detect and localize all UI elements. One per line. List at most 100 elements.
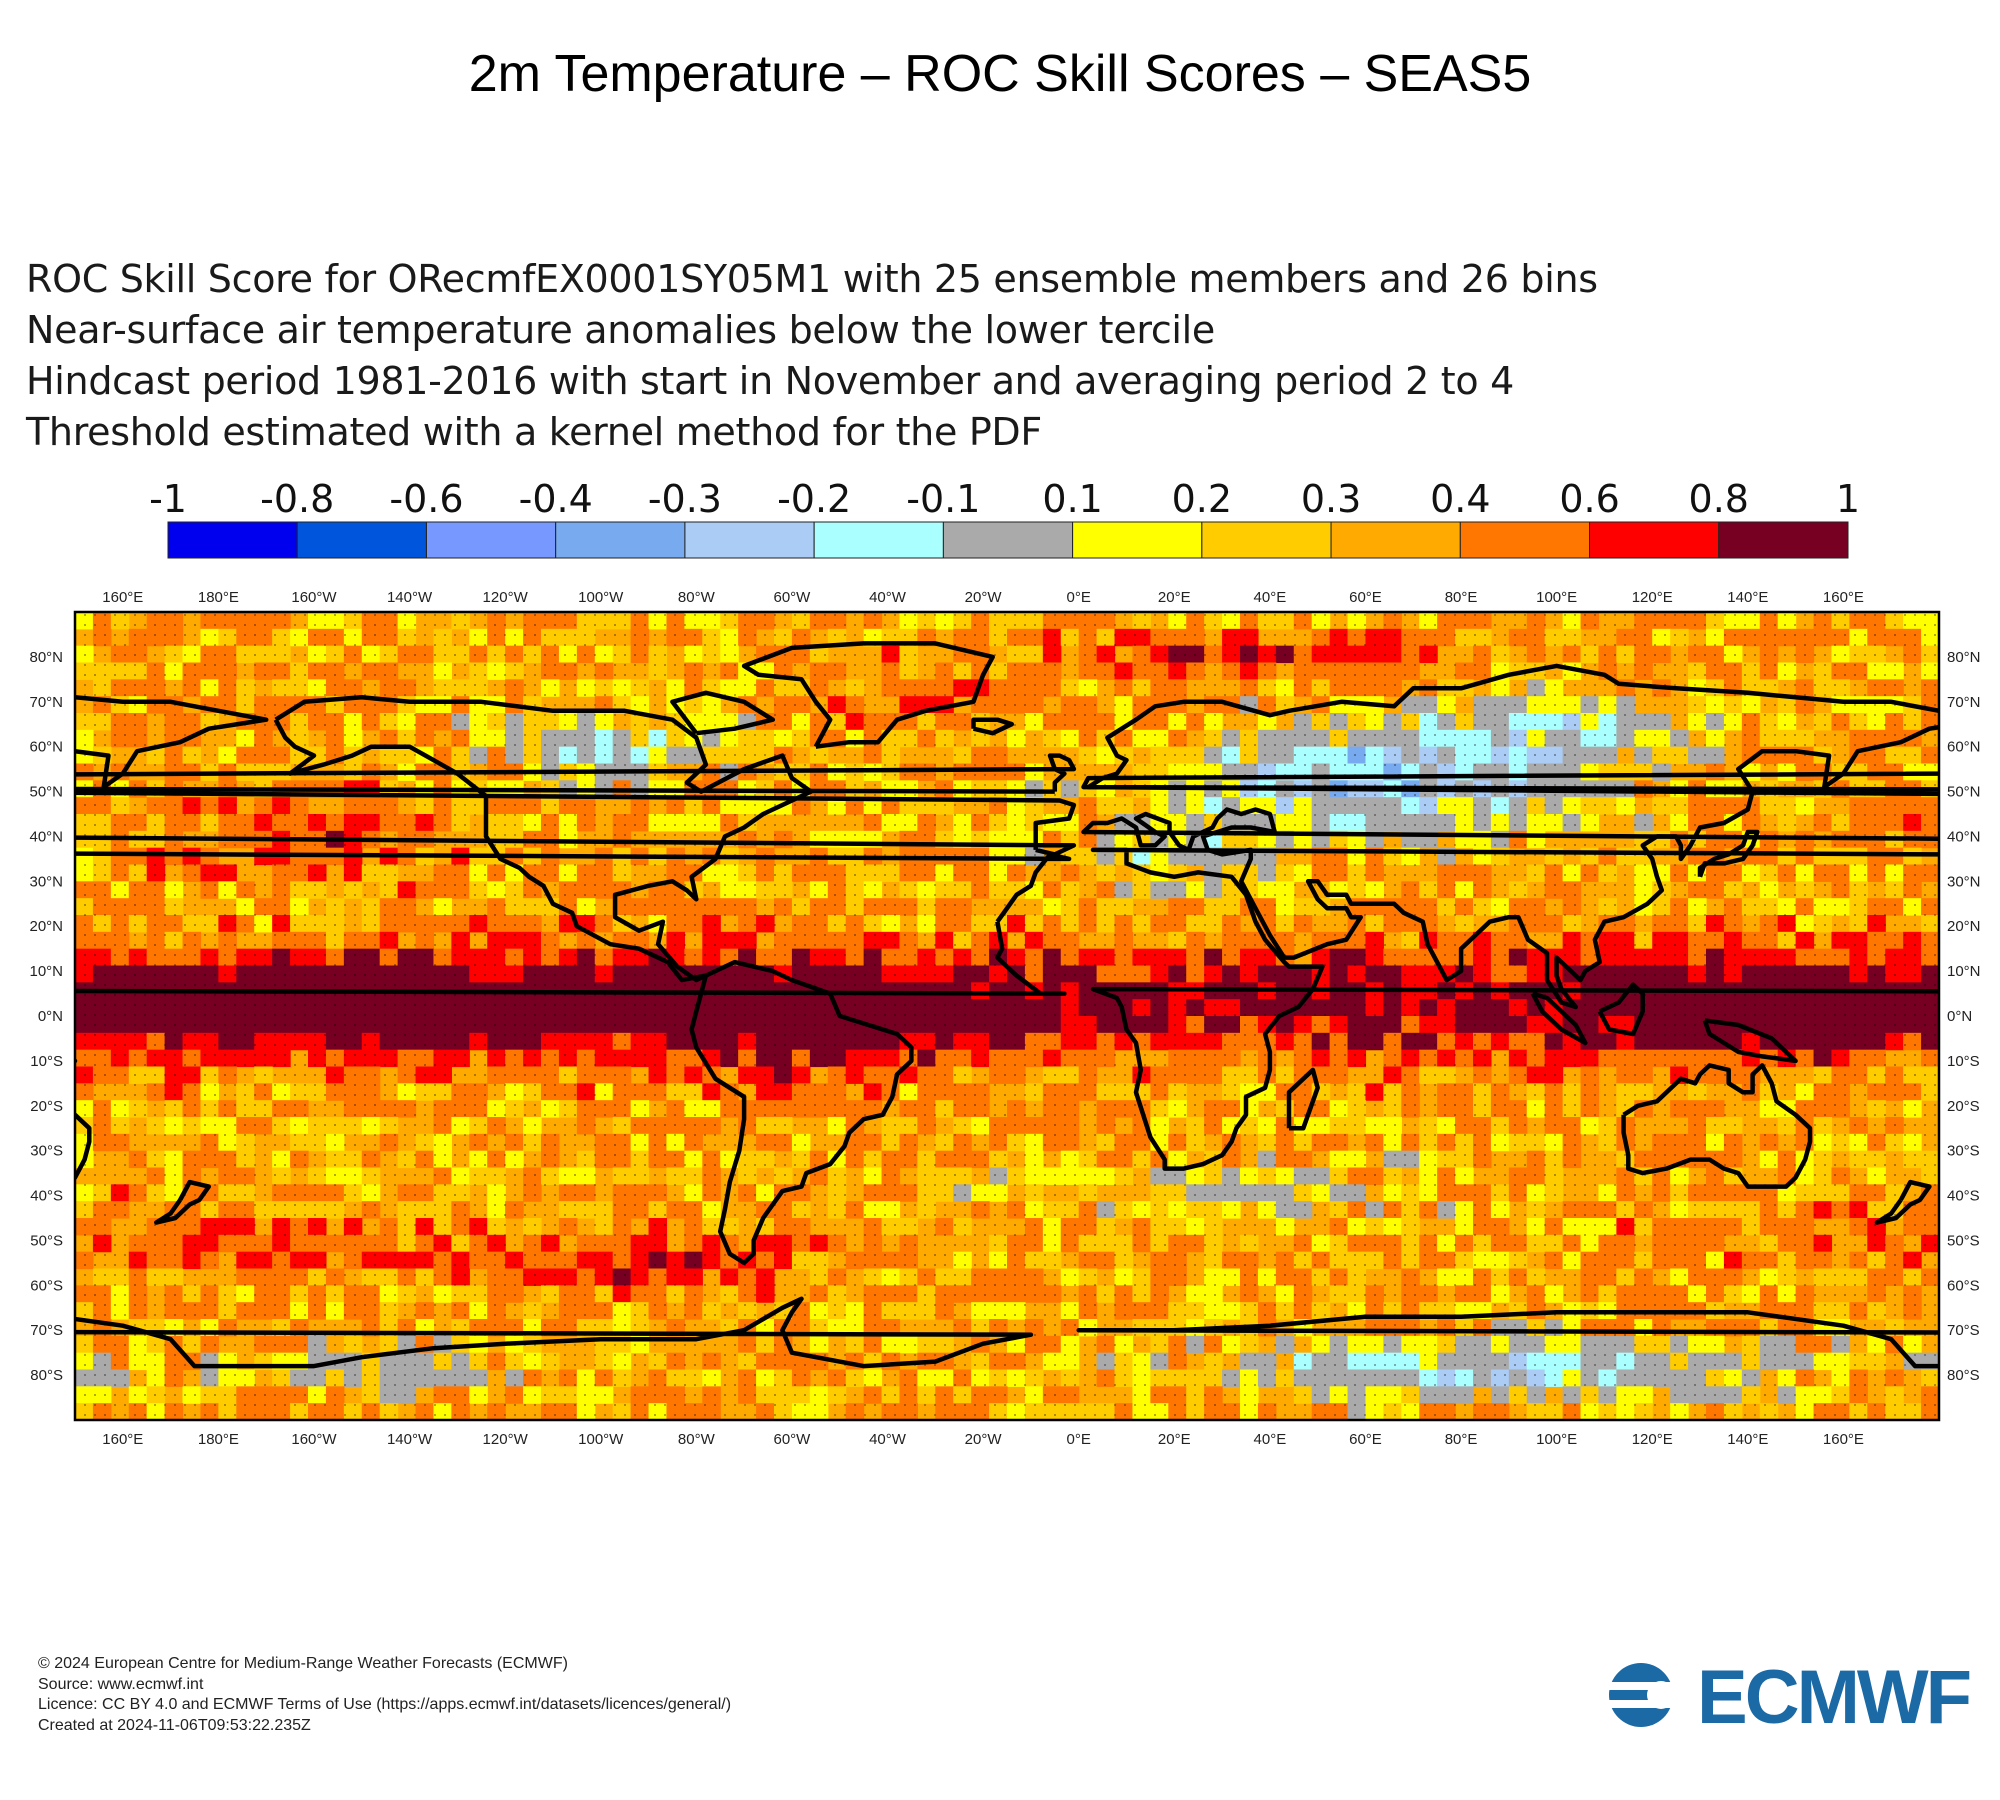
legend-tick-label: 0.4 [1430, 477, 1490, 521]
lat-label-left: 30°S [30, 1143, 63, 1160]
legend-swatch [167, 521, 298, 559]
lat-label-left: 70°N [29, 694, 63, 711]
lon-label-top: 40°W [869, 589, 907, 606]
lat-label-right: 20°S [1947, 1098, 1980, 1115]
legend-swatch [1718, 521, 1849, 559]
lat-label-left: 60°S [30, 1277, 63, 1294]
lat-label-left: 80°N [29, 649, 63, 666]
lat-label-left: 80°S [30, 1367, 63, 1384]
lat-label-right: 10°N [1947, 963, 1981, 980]
subtitle-line-4: Threshold estimated with a kernel method… [26, 410, 1042, 454]
lon-label-bottom: 140°W [387, 1431, 433, 1448]
lon-label-top: 80°W [678, 589, 716, 606]
lon-label-top: 180°E [198, 589, 239, 606]
lat-label-right: 80°S [1947, 1367, 1980, 1384]
lon-label-top: 100°E [1536, 589, 1577, 606]
lat-label-left: 10°N [29, 963, 63, 980]
lon-label-top: 160°E [1823, 589, 1864, 606]
lon-label-bottom: 100°E [1536, 1431, 1577, 1448]
subtitle-line-1: ROC Skill Score for ORecmfEX0001SY05M1 w… [26, 257, 1598, 301]
lon-label-top: 140°E [1727, 589, 1768, 606]
lon-label-bottom: 120°E [1632, 1431, 1673, 1448]
legend-tick-label: 0.3 [1301, 477, 1361, 521]
lat-label-right: 10°S [1947, 1053, 1980, 1070]
lat-label-left: 0°N [38, 1008, 63, 1025]
lat-label-right: 40°N [1947, 828, 1981, 845]
lat-label-left: 20°S [30, 1098, 63, 1115]
lon-label-bottom: 80°W [678, 1431, 716, 1448]
legend-tick-label: 0.2 [1172, 477, 1232, 521]
legend-swatch [684, 521, 815, 559]
legend-tick-label: -0.3 [648, 477, 722, 521]
lon-label-top: 120°W [483, 589, 529, 606]
legend-tick-label: -0.2 [777, 477, 851, 521]
legend-swatch [1330, 521, 1461, 559]
legend-tick-label: 0.8 [1689, 477, 1749, 521]
lon-label-bottom: 80°E [1445, 1431, 1478, 1448]
lon-label-bottom: 60°W [774, 1431, 812, 1448]
legend-swatch [813, 521, 944, 559]
ecmwf-logo-text: ECMWF [1697, 1655, 1972, 1740]
lat-label-left: 50°S [30, 1232, 63, 1249]
lon-label-top: 60°W [774, 589, 812, 606]
skill-score-grid [75, 612, 1939, 1420]
lon-label-bottom: 40°E [1254, 1431, 1287, 1448]
chart-subtitle: ROC Skill Score for ORecmfEX0001SY05M1 w… [26, 254, 1598, 458]
coastlines [75, 641, 1939, 1369]
legend-tick-label: 0.6 [1559, 477, 1619, 521]
lat-label-right: 30°S [1947, 1143, 1980, 1160]
lon-label-top: 100°W [578, 589, 624, 606]
legend-tick-label: -0.4 [519, 477, 593, 521]
lat-label-left: 10°S [30, 1053, 63, 1070]
lat-label-right: 40°S [1947, 1188, 1980, 1205]
lat-label-left: 20°N [29, 918, 63, 935]
lon-label-top: 140°W [387, 589, 433, 606]
lon-label-bottom: 180°E [198, 1431, 239, 1448]
lat-label-left: 40°N [29, 828, 63, 845]
lon-label-top: 160°E [102, 589, 143, 606]
lon-label-top: 20°E [1158, 589, 1191, 606]
legend-swatch [942, 521, 1074, 559]
lon-label-top: 40°E [1254, 589, 1287, 606]
chart-title: 2m Temperature – ROC Skill Scores – SEAS… [468, 45, 1532, 103]
legend-tick-label: 0.1 [1042, 477, 1102, 521]
lon-label-bottom: 160°E [1823, 1431, 1864, 1448]
lat-label-left: 40°S [30, 1188, 63, 1205]
ecmwf-logo-mark-icon [1605, 1663, 1677, 1727]
legend-tick-label: -0.1 [906, 477, 980, 521]
lon-label-bottom: 160°W [291, 1431, 337, 1448]
lon-label-bottom: 40°W [869, 1431, 907, 1448]
lat-label-left: 60°N [29, 739, 63, 756]
legend-tick-label: -1 [150, 477, 187, 521]
legend-swatch [1589, 521, 1720, 559]
lat-label-right: 60°N [1947, 739, 1981, 756]
lon-label-bottom: 100°W [578, 1431, 624, 1448]
lon-label-top: 160°W [291, 589, 337, 606]
lat-label-right: 50°N [1947, 784, 1981, 801]
lat-label-left: 50°N [29, 784, 63, 801]
lat-label-right: 20°N [1947, 918, 1981, 935]
footer-licence: Licence: CC BY 4.0 and ECMWF Terms of Us… [38, 1696, 732, 1713]
ecmwf-logo: ECMWF [1595, 1655, 1975, 1740]
subtitle-line-3: Hindcast period 1981-2016 with start in … [26, 359, 1514, 403]
skill-score-map: 160°E 160°E 180°E 180°E 160°W 160°W 140°W 140°W… [29, 589, 1981, 1448]
lon-label-top: 60°E [1349, 589, 1382, 606]
color-legend: -1 -0.8 -0.6 -0.4 -0.3 -0.2 -0.1 0.1 0.2 0.3 0.4 0.… [150, 477, 1860, 559]
footer: © 2024 European Centre for Medium-Range … [38, 1654, 731, 1736]
legend-swatch [425, 521, 557, 559]
map-frame [73, 610, 1941, 1422]
legend-tick-label: -0.8 [260, 477, 334, 521]
legend-swatch [555, 521, 686, 559]
legend-swatch [1201, 521, 1332, 559]
lon-label-bottom: 120°W [483, 1431, 529, 1448]
legend-swatch [1072, 521, 1203, 559]
lon-label-bottom: 60°E [1349, 1431, 1382, 1448]
footer-created: Created at 2024-11-06T09:53:22.235Z [38, 1716, 311, 1734]
lon-label-top: 20°W [965, 589, 1003, 606]
lon-label-top: 120°E [1632, 589, 1673, 606]
significance-stipple [75, 612, 1939, 1420]
footer-copyright: © 2024 European Centre for Medium-Range … [38, 1655, 568, 1672]
lat-label-right: 80°N [1947, 649, 1981, 666]
lat-label-right: 50°S [1947, 1232, 1980, 1249]
legend-swatch [296, 521, 427, 559]
